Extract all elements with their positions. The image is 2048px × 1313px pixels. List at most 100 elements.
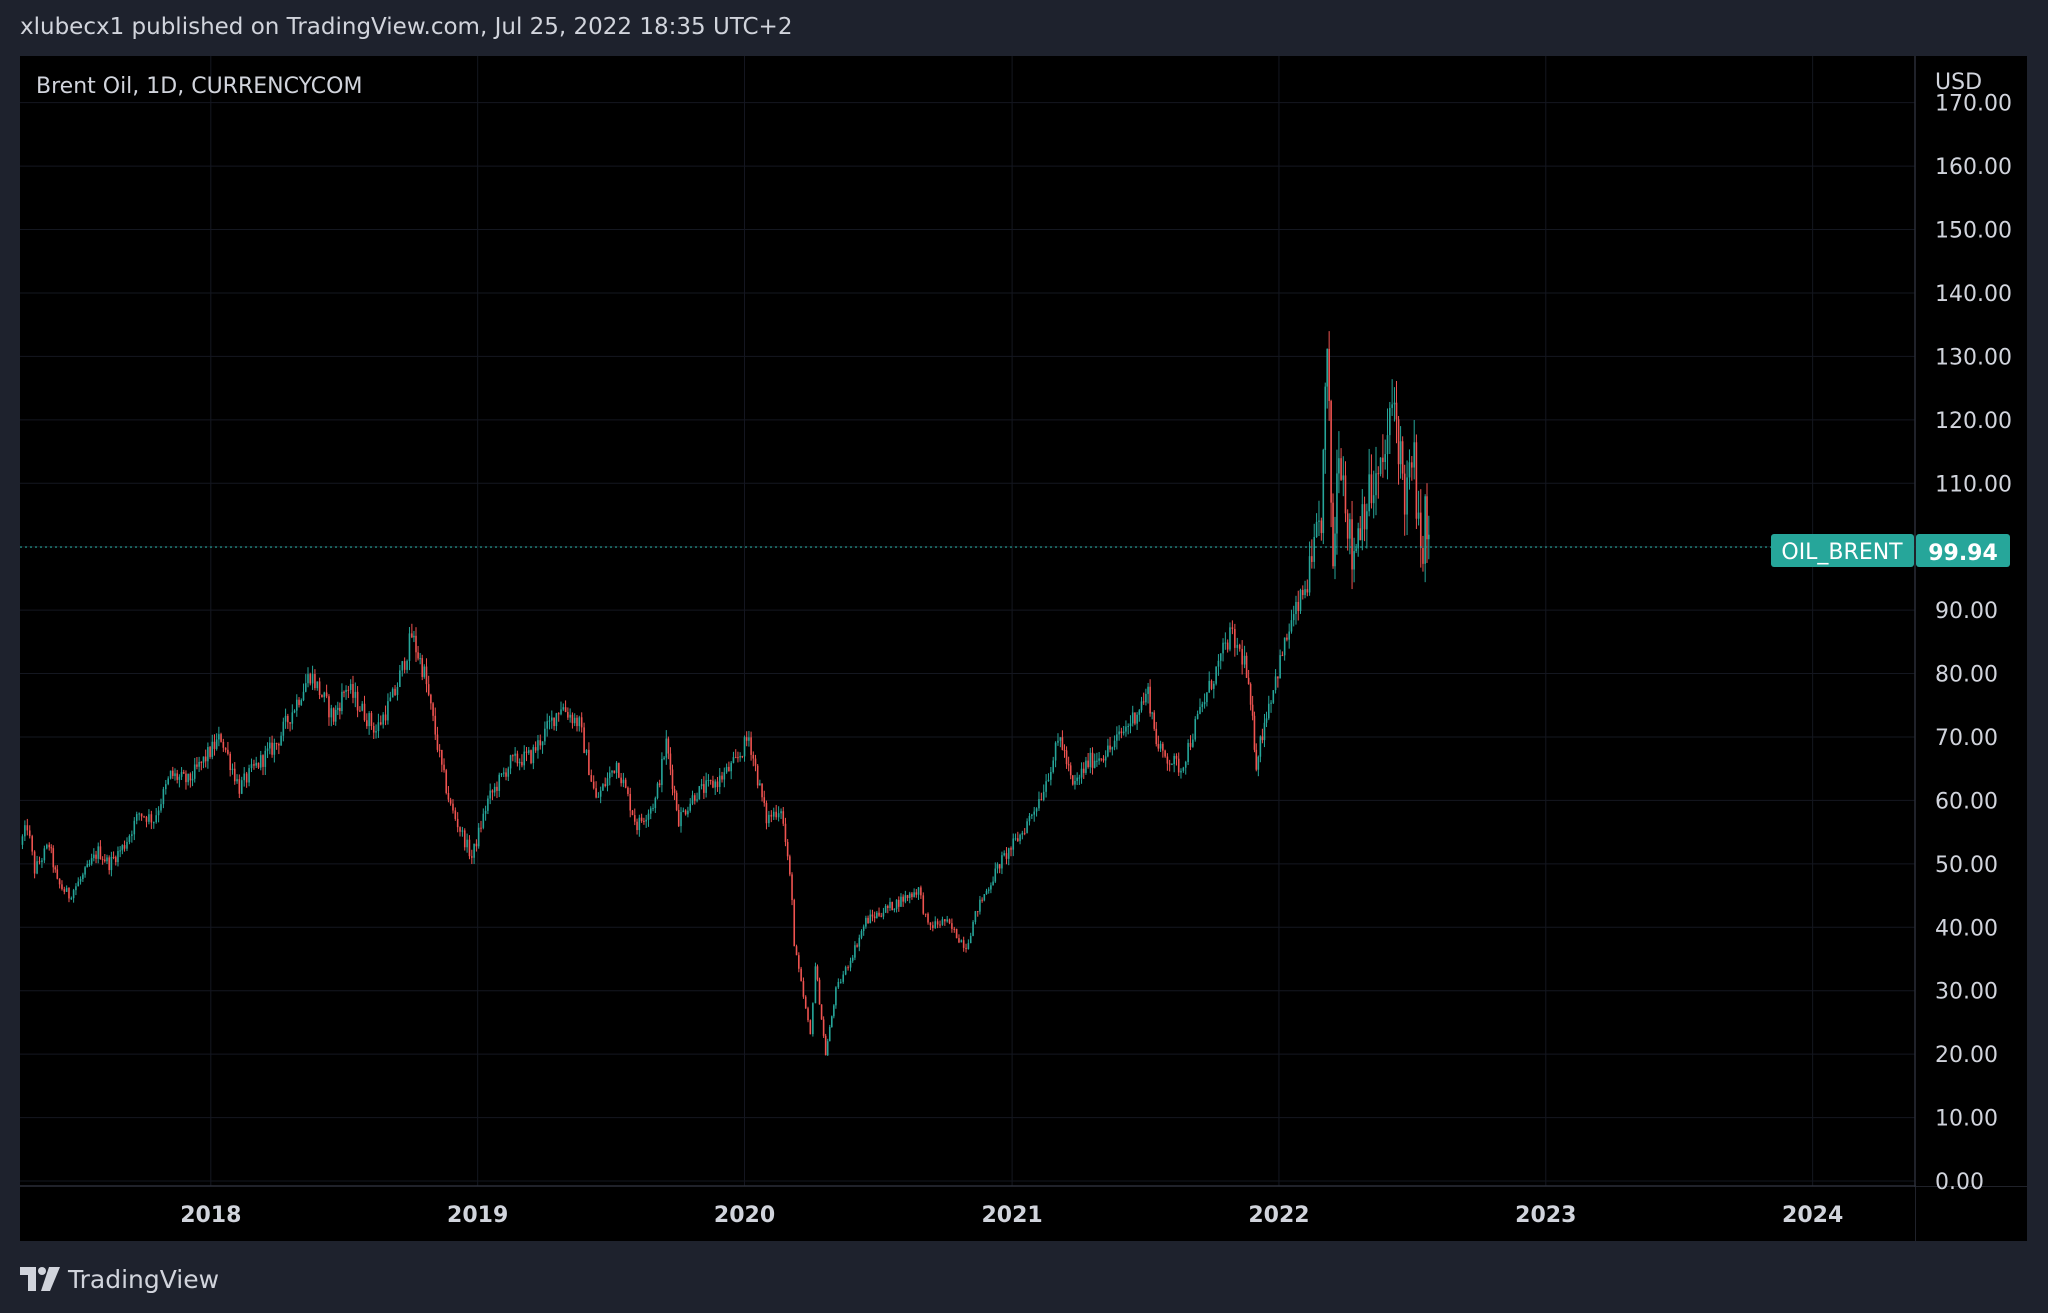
- candle-up: [1265, 718, 1268, 723]
- candle-down: [791, 874, 793, 901]
- candle-up: [649, 808, 652, 814]
- candle-down: [795, 946, 798, 956]
- year-tick-label: 2019: [447, 1203, 508, 1228]
- time-scale[interactable]: [20, 1187, 1915, 1241]
- candle-down: [728, 766, 730, 772]
- candle-down: [1311, 556, 1313, 562]
- candle-up: [1145, 693, 1147, 703]
- candle-up: [391, 688, 394, 698]
- price-tick-label: 90.00: [1935, 599, 1998, 624]
- candle-down: [271, 742, 273, 755]
- candle-down: [372, 726, 375, 733]
- candle-up: [851, 957, 854, 961]
- candle-up: [730, 762, 732, 772]
- candle-up: [1140, 701, 1143, 711]
- candle-down: [287, 715, 289, 723]
- candle-down: [209, 747, 211, 757]
- candle-up: [548, 720, 551, 722]
- candle-up: [1182, 767, 1185, 771]
- price-scale[interactable]: [1916, 56, 2027, 1186]
- candle-down: [1023, 832, 1026, 834]
- candle-down: [922, 895, 925, 914]
- candle-up: [665, 738, 668, 758]
- candle-up: [908, 893, 911, 899]
- candle-up: [585, 749, 588, 753]
- candle-down: [1120, 731, 1123, 734]
- candle-down: [61, 884, 63, 890]
- candle-up: [341, 691, 343, 712]
- candle-down: [475, 843, 478, 847]
- candle-down: [951, 923, 953, 929]
- price-tick-label: 70.00: [1935, 726, 1998, 751]
- candle-up: [509, 755, 512, 769]
- candle-up: [1215, 666, 1217, 684]
- candle-up: [1052, 760, 1055, 772]
- candle-down: [604, 784, 607, 786]
- candle-down: [939, 924, 941, 926]
- candle-down: [671, 769, 674, 790]
- candle-up: [913, 892, 915, 897]
- candle-up: [117, 851, 119, 863]
- candle-down: [50, 847, 53, 849]
- candle-up: [1224, 642, 1227, 644]
- year-tick-label: 2023: [1515, 1203, 1576, 1228]
- candle-down: [28, 830, 31, 837]
- candle-down: [456, 818, 459, 828]
- candle-down: [289, 722, 291, 724]
- candle-up: [1267, 703, 1270, 719]
- candle-down: [750, 737, 752, 755]
- candlestick-chart[interactable]: Brent Oil, 1D, CURRENCYCOM USD 0.00 10.00…: [20, 56, 2027, 1241]
- candle-down: [809, 1020, 812, 1035]
- candle-up: [273, 742, 276, 755]
- candle-down: [887, 906, 889, 908]
- candle-down: [468, 839, 471, 857]
- candle-down: [590, 775, 593, 782]
- candle-up: [41, 860, 43, 863]
- candle-up: [487, 798, 489, 811]
- candle-down: [953, 928, 956, 930]
- price-tick-label: 150.00: [1935, 219, 2012, 244]
- candle-up: [1054, 742, 1057, 761]
- candle-up: [1361, 504, 1364, 541]
- candle-up: [1208, 680, 1211, 693]
- tradingview-brand[interactable]: TradingView: [20, 1262, 219, 1296]
- candle-down: [1175, 755, 1178, 759]
- candle-down: [463, 830, 466, 848]
- candle-down: [734, 757, 737, 759]
- candle-down: [643, 820, 645, 822]
- price-axis-labels: 0.00 10.00 20.00 30.00 40.00 50.00 60.00 70.00 8…: [1935, 92, 2012, 1195]
- candle-down: [627, 787, 629, 794]
- candle-up: [231, 768, 234, 771]
- candle-down: [576, 717, 578, 727]
- candle-down: [58, 878, 61, 885]
- chart-area[interactable]: Brent Oil, 1D, CURRENCYCOM USD 0.00 10.00…: [20, 56, 2027, 1241]
- candle-up: [546, 721, 548, 729]
- candle-down: [309, 674, 312, 684]
- candle-down: [592, 781, 595, 789]
- candle-down: [1253, 715, 1256, 750]
- candle-down: [1061, 737, 1064, 750]
- candle-up: [555, 713, 558, 727]
- candle-down: [229, 753, 231, 771]
- symbol-badge[interactable]: [1771, 534, 1914, 567]
- candle-down: [1071, 775, 1074, 785]
- candle-up: [1047, 779, 1050, 782]
- candle-up: [826, 1041, 829, 1056]
- candle-up: [1313, 537, 1316, 562]
- candle-up: [1386, 435, 1389, 455]
- candle-up: [489, 790, 491, 799]
- candle-up: [518, 761, 521, 764]
- candle-up: [1322, 449, 1325, 534]
- candle-down: [1134, 712, 1136, 724]
- year-tick-label: 2020: [714, 1203, 775, 1228]
- candle-down: [1286, 637, 1288, 640]
- candle-down: [1168, 763, 1171, 765]
- year-tick-label: 2024: [1782, 1203, 1843, 1228]
- candle-up: [128, 835, 131, 842]
- candle-up: [1272, 690, 1275, 703]
- candle-down: [784, 823, 787, 843]
- candle-down: [564, 707, 567, 712]
- candle-up: [1274, 676, 1277, 691]
- candle-down: [709, 780, 712, 782]
- candle-down: [1346, 513, 1349, 539]
